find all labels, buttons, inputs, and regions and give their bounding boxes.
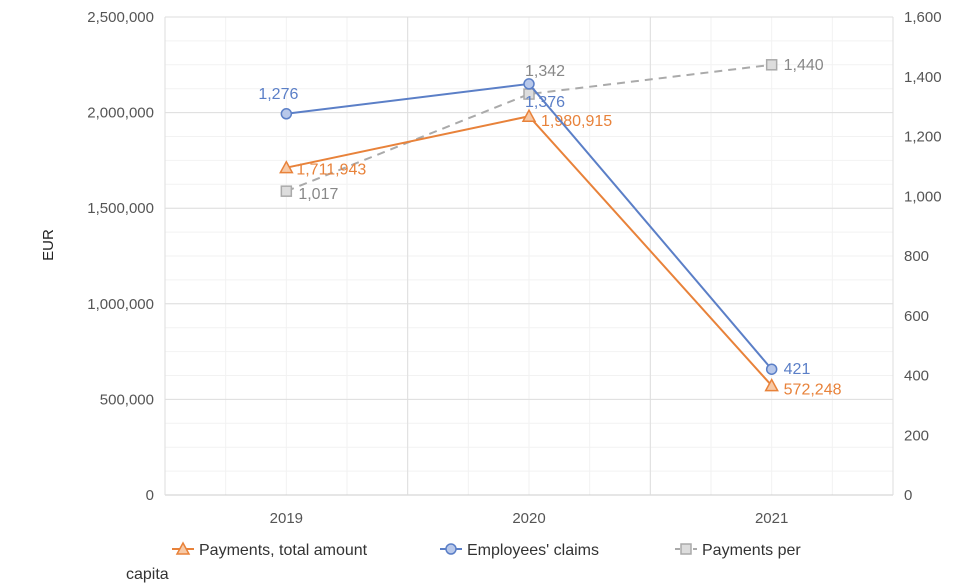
legend-label: Payments per	[702, 542, 801, 559]
data-point	[279, 160, 294, 174]
y-right-tick-label: 600	[904, 308, 929, 325]
y-left-tick-label: 500,000	[100, 391, 154, 408]
y-left-tick-label: 1,500,000	[87, 200, 154, 217]
y-axis-title: EUR	[40, 229, 57, 261]
series-line	[285, 63, 772, 193]
y-left-tick-label: 1,000,000	[87, 296, 154, 313]
x-tick-label: 2019	[270, 510, 303, 527]
x-tick-label: 2021	[755, 510, 788, 527]
y-right-tick-label: 1,200	[904, 129, 942, 146]
left-axis-ticks: 0 500,000 1,000,000 1,500,000 2,000,000 2,500…	[87, 9, 154, 504]
data-label: 1,276	[258, 86, 298, 103]
data-label: 1,376	[525, 94, 565, 111]
data-label: 1,711,943	[296, 162, 366, 179]
y-right-tick-label: 1,000	[904, 188, 942, 205]
legend-label-wrap: capita	[126, 566, 169, 583]
data-label: 421	[784, 361, 811, 378]
legend-item: Payments, total amount	[172, 541, 368, 559]
y-right-tick-label: 1,400	[904, 69, 942, 86]
legend-item: Payments per	[675, 542, 801, 559]
legend-label: Employees' claims	[467, 542, 599, 559]
data-point	[280, 108, 293, 120]
legend: Payments, total amount Employees' claims P…	[126, 541, 801, 583]
major-gridlines	[164, 16, 894, 496]
data-point	[764, 378, 779, 392]
data-label: 1,980,915	[541, 113, 612, 130]
data-point	[765, 363, 778, 375]
legend-marker	[680, 543, 692, 555]
legend-item: Employees' claims	[440, 542, 599, 559]
data-label: 1,342	[525, 63, 565, 80]
data-label: 1,017	[298, 186, 338, 203]
data-point	[521, 108, 537, 122]
data-point	[523, 78, 535, 90]
legend-marker	[175, 541, 191, 555]
series-employees-claims: 1,276 1,376 421	[258, 78, 811, 378]
x-axis-ticks: 2019 2020 2021	[270, 510, 789, 527]
series-layer: 1,017 1,342 1,440 1,711,943 1,980,915 572,248…	[258, 57, 841, 399]
legend-label: Payments, total amount	[199, 542, 368, 559]
y-left-tick-label: 0	[146, 487, 154, 504]
y-right-tick-label: 400	[904, 368, 929, 385]
x-tick-label: 2020	[512, 510, 545, 527]
y-right-tick-label: 0	[904, 487, 912, 504]
data-label: 1,440	[784, 57, 824, 74]
y-right-tick-label: 800	[904, 248, 929, 265]
data-point	[765, 59, 778, 71]
y-left-tick-label: 2,500,000	[87, 9, 154, 26]
series-payments-per-capita: 1,017 1,342 1,440	[280, 57, 824, 203]
right-axis-ticks: 0 200 400 600 800 1,000 1,200 1,400 1,600	[904, 9, 942, 504]
y-right-tick-label: 1,600	[904, 9, 942, 26]
y-right-tick-label: 200	[904, 427, 929, 444]
legend-marker	[445, 543, 457, 555]
data-label: 572,248	[784, 382, 842, 399]
data-point	[280, 185, 293, 197]
series-payments-total-amount: 1,711,943 1,980,915 572,248	[279, 108, 842, 399]
y-left-tick-label: 2,000,000	[87, 105, 154, 122]
